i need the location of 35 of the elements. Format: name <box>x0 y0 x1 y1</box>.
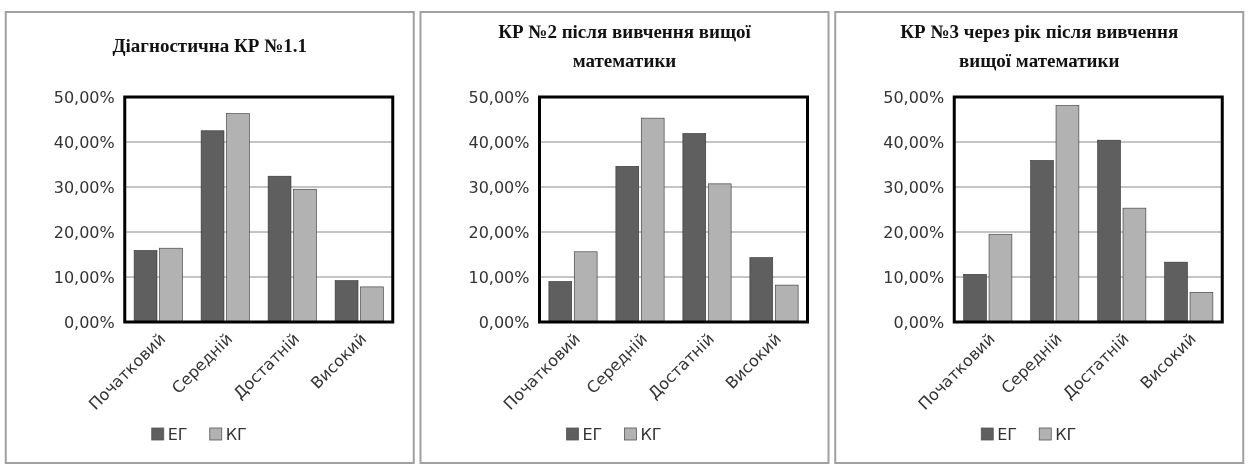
y-tick-label: 40,00% <box>53 132 115 152</box>
y-tick-label: 10,00% <box>53 267 115 287</box>
y-tick-label: 50,00% <box>883 87 945 107</box>
bar <box>682 133 707 323</box>
y-tick-label: 40,00% <box>468 132 530 152</box>
y-tick-label: 20,00% <box>883 222 945 242</box>
legend-label: ЕГ <box>997 425 1018 444</box>
y-tick-label: 0,00% <box>63 312 115 332</box>
chart-title: КР №2 після вивчення вищої математики <box>498 21 752 71</box>
chart-title: Діагностична КР №1.1 <box>112 35 308 56</box>
bar <box>774 284 799 323</box>
chart-title: КР №3 через рік після вивчення вищої математики <box>900 21 1179 71</box>
y-tick-label: 0,00% <box>478 312 530 332</box>
bar <box>640 117 665 323</box>
y-tick-label: 30,00% <box>468 177 530 197</box>
y-tick-label: 10,00% <box>883 267 945 287</box>
y-tick-label: 50,00% <box>468 87 530 107</box>
y-tick-label: 20,00% <box>468 222 530 242</box>
y-tick-label: 50,00% <box>53 87 115 107</box>
y-tick-label: 30,00% <box>883 177 945 197</box>
bar <box>548 281 573 323</box>
legend-label: ЕГ <box>582 425 603 444</box>
legend-label: КГ <box>640 425 662 444</box>
legend-label: КГ <box>225 425 247 444</box>
y-tick-label: 30,00% <box>53 177 115 197</box>
y-tick-label: 0,00% <box>893 312 945 332</box>
bar <box>573 251 598 323</box>
legend-label: ЕГ <box>167 425 188 444</box>
y-tick-label: 10,00% <box>468 267 530 287</box>
y-tick-label: 40,00% <box>883 132 945 152</box>
y-tick-label: 20,00% <box>53 222 115 242</box>
bar <box>749 257 774 323</box>
bar <box>615 166 640 323</box>
bar <box>707 183 732 323</box>
legend-label: КГ <box>1055 425 1077 444</box>
